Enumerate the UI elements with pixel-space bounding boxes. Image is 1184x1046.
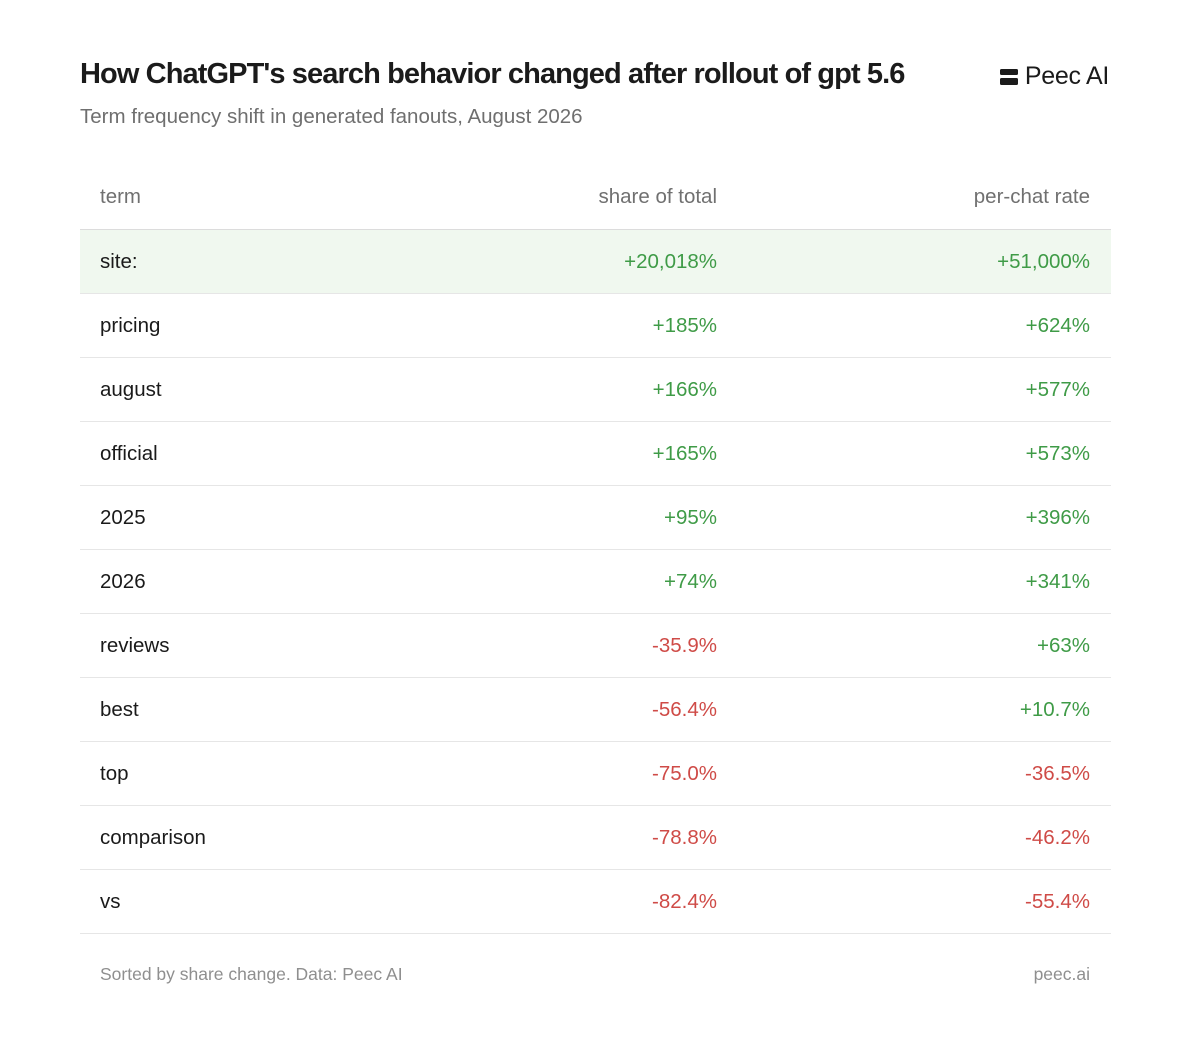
per-chat-rate-cell: +396%: [1025, 505, 1090, 529]
term-cell: 2025: [100, 505, 146, 529]
data-table: term share of total per-chat rate site: +…: [80, 165, 1111, 934]
term-cell: top: [100, 761, 129, 785]
column-header-term: term: [100, 185, 141, 208]
per-chat-rate-cell: -46.2%: [1025, 825, 1090, 849]
per-chat-rate-cell: +573%: [1025, 441, 1090, 465]
footer-note: Sorted by share change. Data: Peec AI: [100, 964, 403, 984]
table-row: vs -82.4% -55.4%: [80, 870, 1111, 934]
per-chat-rate-cell: -55.4%: [1025, 889, 1090, 913]
share-change-cell: +165%: [652, 441, 717, 465]
term-cell: official: [100, 441, 158, 465]
per-chat-rate-cell: +63%: [1036, 633, 1090, 657]
share-change-cell: +95%: [663, 505, 717, 529]
term-cell: august: [100, 377, 162, 401]
table-row: top -75.0% -36.5%: [80, 742, 1111, 806]
term-cell: comparison: [100, 825, 206, 849]
share-change-cell: -35.9%: [652, 633, 717, 657]
share-change-cell: -56.4%: [652, 697, 717, 721]
term-cell: pricing: [100, 313, 161, 337]
column-header-share: share of total: [598, 185, 717, 208]
peec-logo-icon: [999, 68, 1018, 86]
share-change-cell: +166%: [652, 377, 717, 401]
term-cell: 2026: [100, 569, 146, 593]
brand-name: Peec AI: [1024, 62, 1109, 90]
share-change-cell: +20,018%: [624, 249, 717, 273]
brand-logo: Peec AI: [999, 62, 1109, 91]
per-chat-rate-cell: +341%: [1025, 569, 1090, 593]
table-header-row: term share of total per-chat rate: [80, 165, 1111, 230]
term-cell: site:: [100, 249, 138, 273]
chart-subtitle: Term frequency shift in generated fanout…: [80, 105, 583, 128]
term-cell: reviews: [100, 633, 170, 657]
column-header-rate: per-chat rate: [973, 185, 1090, 208]
table-row: 2026 +74% +341%: [80, 550, 1111, 614]
share-change-cell: +74%: [663, 569, 717, 593]
per-chat-rate-cell: +51,000%: [997, 249, 1090, 273]
per-chat-rate-cell: -36.5%: [1025, 761, 1090, 785]
term-cell: best: [100, 697, 139, 721]
table-row: best -56.4% +10.7%: [80, 678, 1111, 742]
share-change-cell: +185%: [652, 313, 717, 337]
share-change-cell: -75.0%: [652, 761, 717, 785]
per-chat-rate-cell: +10.7%: [1019, 697, 1090, 721]
table-row: site: +20,018% +51,000%: [80, 230, 1111, 294]
table-row: reviews -35.9% +63%: [80, 614, 1111, 678]
table-row: 2025 +95% +396%: [80, 486, 1111, 550]
per-chat-rate-cell: +577%: [1025, 377, 1090, 401]
chart-title: How ChatGPT's search behavior changed af…: [80, 58, 905, 90]
table-row: august +166% +577%: [80, 358, 1111, 422]
footer-link[interactable]: peec.ai: [1033, 964, 1090, 984]
share-change-cell: -78.8%: [652, 825, 717, 849]
table-row: comparison -78.8% -46.2%: [80, 806, 1111, 870]
table-body: site: +20,018% +51,000% pricing +185% +624% au…: [80, 230, 1111, 934]
share-change-cell: -82.4%: [652, 889, 717, 913]
per-chat-rate-cell: +624%: [1025, 313, 1090, 337]
table-row: official +165% +573%: [80, 422, 1111, 486]
table-row: pricing +185% +624%: [80, 294, 1111, 358]
term-cell: vs: [100, 889, 121, 913]
